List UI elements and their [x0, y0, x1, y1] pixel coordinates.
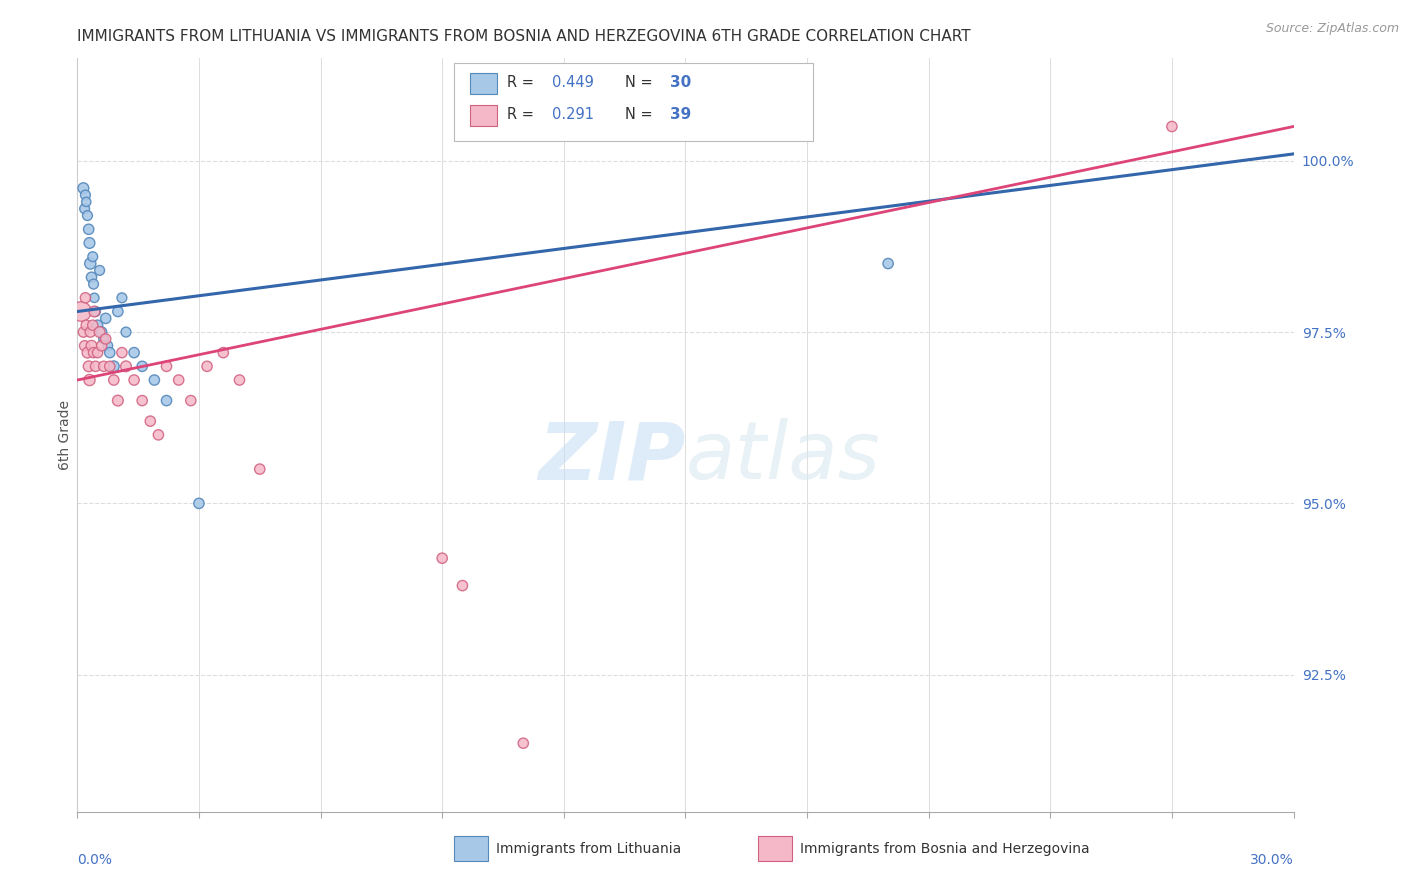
Text: N =: N = — [624, 75, 657, 90]
Point — [79, 373, 101, 387]
Point — [84, 359, 107, 374]
Point — [115, 325, 138, 339]
Point — [103, 373, 125, 387]
Point — [131, 359, 153, 374]
Text: 30: 30 — [669, 75, 690, 90]
Point — [103, 359, 125, 374]
Point — [107, 304, 129, 318]
Point — [98, 359, 121, 374]
Point — [115, 359, 138, 374]
Point — [75, 291, 97, 305]
Point — [94, 311, 117, 326]
Point — [82, 318, 104, 333]
Point — [83, 291, 105, 305]
Point — [73, 202, 96, 216]
Text: atlas: atlas — [686, 418, 880, 497]
Text: Immigrants from Lithuania: Immigrants from Lithuania — [496, 842, 681, 855]
Point — [73, 339, 96, 353]
Point — [155, 393, 177, 408]
Point — [79, 325, 101, 339]
Point — [1161, 120, 1184, 134]
Point — [86, 345, 108, 359]
Point — [80, 270, 103, 285]
Point — [188, 496, 211, 510]
Text: 0.291: 0.291 — [551, 107, 593, 122]
Point — [75, 318, 97, 333]
Point — [180, 393, 202, 408]
Point — [80, 339, 103, 353]
Point — [82, 250, 104, 264]
Point — [83, 277, 105, 291]
Point — [97, 339, 120, 353]
Bar — [470, 73, 496, 95]
Point — [430, 551, 453, 566]
FancyBboxPatch shape — [454, 63, 813, 141]
Bar — [758, 836, 793, 861]
Point — [111, 291, 134, 305]
Point — [131, 393, 153, 408]
Point — [83, 345, 105, 359]
Point — [90, 325, 112, 339]
Point — [86, 318, 108, 333]
Bar — [470, 104, 496, 126]
Text: R =: R = — [506, 75, 538, 90]
Point — [76, 209, 98, 223]
Text: Source: ZipAtlas.com: Source: ZipAtlas.com — [1265, 22, 1399, 36]
Text: 30.0%: 30.0% — [1250, 853, 1294, 867]
Point — [75, 194, 97, 209]
Text: N =: N = — [624, 107, 657, 122]
Point — [98, 345, 121, 359]
Point — [148, 428, 170, 442]
Point — [90, 339, 112, 353]
Point — [451, 579, 474, 593]
Point — [122, 345, 145, 359]
Point — [107, 393, 129, 408]
Point — [79, 256, 101, 270]
Point — [70, 304, 93, 318]
Point — [155, 359, 177, 374]
Point — [93, 359, 115, 374]
Point — [195, 359, 218, 374]
Point — [111, 345, 134, 359]
Text: 0.0%: 0.0% — [77, 853, 112, 867]
Point — [76, 345, 98, 359]
Point — [84, 304, 107, 318]
Text: IMMIGRANTS FROM LITHUANIA VS IMMIGRANTS FROM BOSNIA AND HERZEGOVINA 6TH GRADE CO: IMMIGRANTS FROM LITHUANIA VS IMMIGRANTS … — [77, 29, 972, 45]
Text: 39: 39 — [669, 107, 690, 122]
Point — [89, 325, 111, 339]
Point — [228, 373, 250, 387]
Point — [72, 325, 94, 339]
Point — [512, 736, 534, 750]
Text: Immigrants from Bosnia and Herzegovina: Immigrants from Bosnia and Herzegovina — [800, 842, 1090, 855]
Point — [94, 332, 117, 346]
Point — [249, 462, 271, 476]
Point — [139, 414, 162, 428]
Point — [143, 373, 166, 387]
Point — [79, 235, 101, 250]
Text: R =: R = — [506, 107, 538, 122]
Text: 0.449: 0.449 — [551, 75, 593, 90]
Bar — [454, 836, 488, 861]
Point — [89, 263, 111, 277]
Point — [93, 332, 115, 346]
Point — [77, 359, 100, 374]
Text: ZIP: ZIP — [538, 418, 686, 497]
Y-axis label: 6th Grade: 6th Grade — [58, 400, 72, 470]
Point — [167, 373, 190, 387]
Point — [75, 188, 97, 202]
Point — [877, 256, 900, 270]
Point — [83, 304, 105, 318]
Point — [72, 181, 94, 195]
Point — [122, 373, 145, 387]
Point — [77, 222, 100, 236]
Point — [212, 345, 235, 359]
